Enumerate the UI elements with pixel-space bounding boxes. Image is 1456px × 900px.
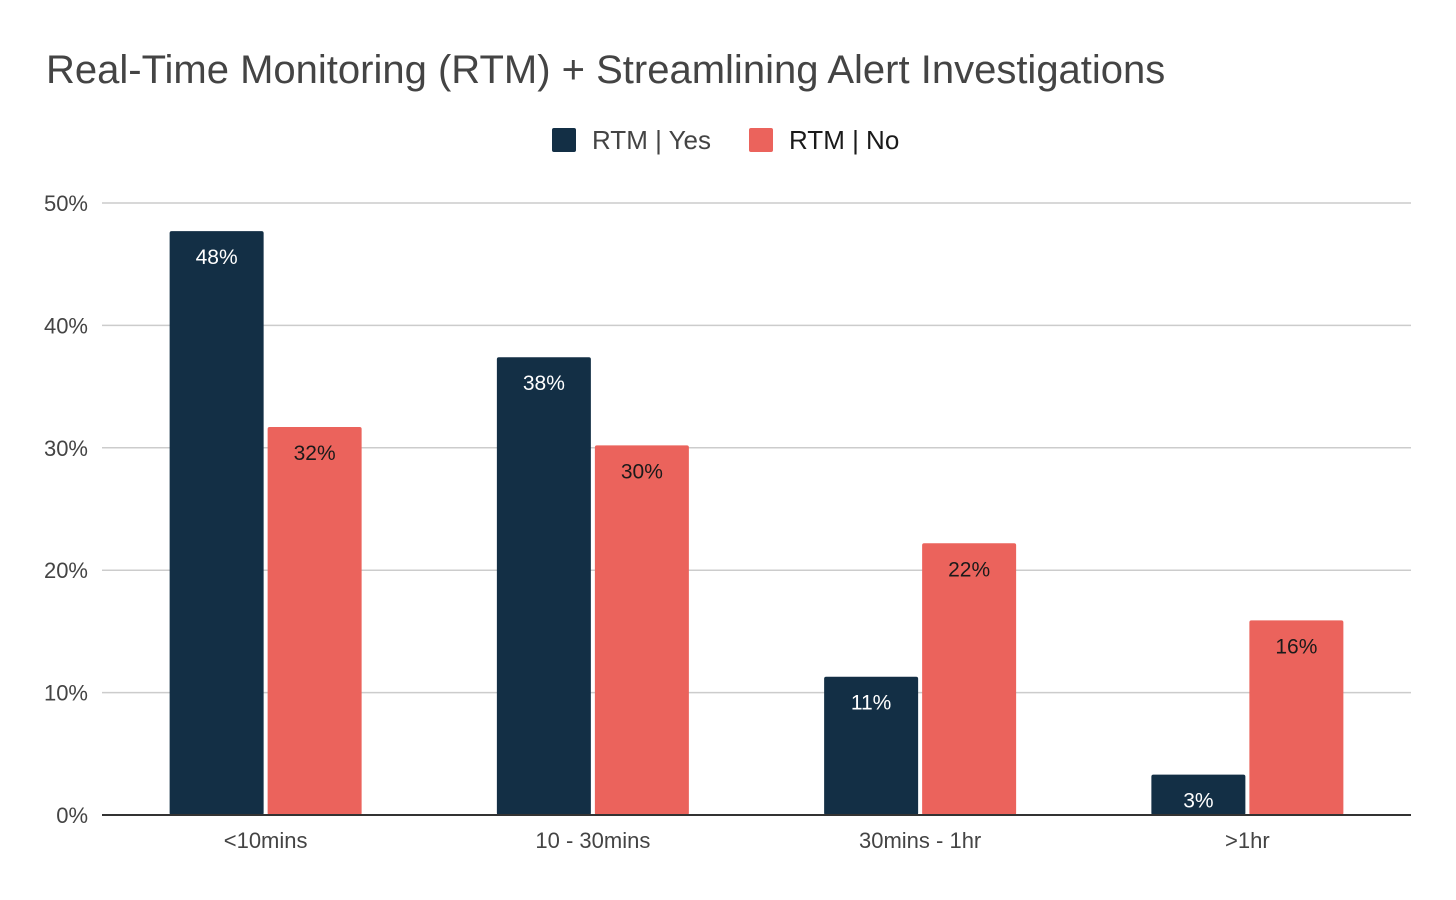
legend-label-rtm-yes: RTM | Yes	[592, 125, 711, 155]
y-tick-label: 0%	[56, 803, 88, 828]
y-tick-label: 10%	[44, 681, 88, 706]
bar-rtm-yes	[824, 676, 919, 815]
chart-title: Real-Time Monitoring (RTM) + Streamlinin…	[46, 48, 1165, 92]
y-tick-label: 30%	[44, 436, 88, 461]
data-label: 32%	[294, 442, 336, 465]
bar-rtm-yes	[496, 357, 591, 815]
y-tick-label: 50%	[44, 191, 88, 216]
x-tick-label: 30mins - 1hr	[859, 828, 981, 853]
x-tick-label: <10mins	[224, 828, 308, 853]
legend: RTM | Yes RTM | No	[552, 125, 899, 155]
data-label: 11%	[851, 692, 891, 715]
data-label: 30%	[621, 460, 663, 483]
x-axis-ticks: <10mins 10 - 30mins 30mins - 1hr >1hr	[224, 828, 1270, 853]
bar-rtm-yes	[169, 231, 264, 816]
legend-swatch-rtm-no	[749, 128, 773, 152]
x-tick-label: >1hr	[1225, 828, 1270, 853]
data-label: 38%	[523, 372, 565, 395]
data-label: 16%	[1275, 635, 1317, 658]
y-axis-ticks: 0% 10% 20% 30% 40% 50%	[44, 191, 88, 828]
bar-rtm-no	[1249, 620, 1344, 815]
bar-rtm-no	[922, 543, 1017, 815]
bar-rtm-no	[267, 426, 362, 815]
bars: 48% 32% 38% 30% 11% 22% 3% 16%	[169, 231, 1344, 816]
legend-swatch-rtm-yes	[552, 128, 576, 152]
y-tick-label: 20%	[44, 558, 88, 583]
data-label: 48%	[196, 246, 238, 269]
y-tick-label: 40%	[44, 313, 88, 338]
legend-label-rtm-no: RTM | No	[789, 125, 899, 155]
bar-rtm-yes	[1151, 774, 1246, 815]
x-tick-label: 10 - 30mins	[535, 828, 650, 853]
data-label: 3%	[1183, 790, 1213, 813]
data-label: 22%	[948, 558, 990, 581]
bar-rtm-no	[594, 445, 689, 815]
